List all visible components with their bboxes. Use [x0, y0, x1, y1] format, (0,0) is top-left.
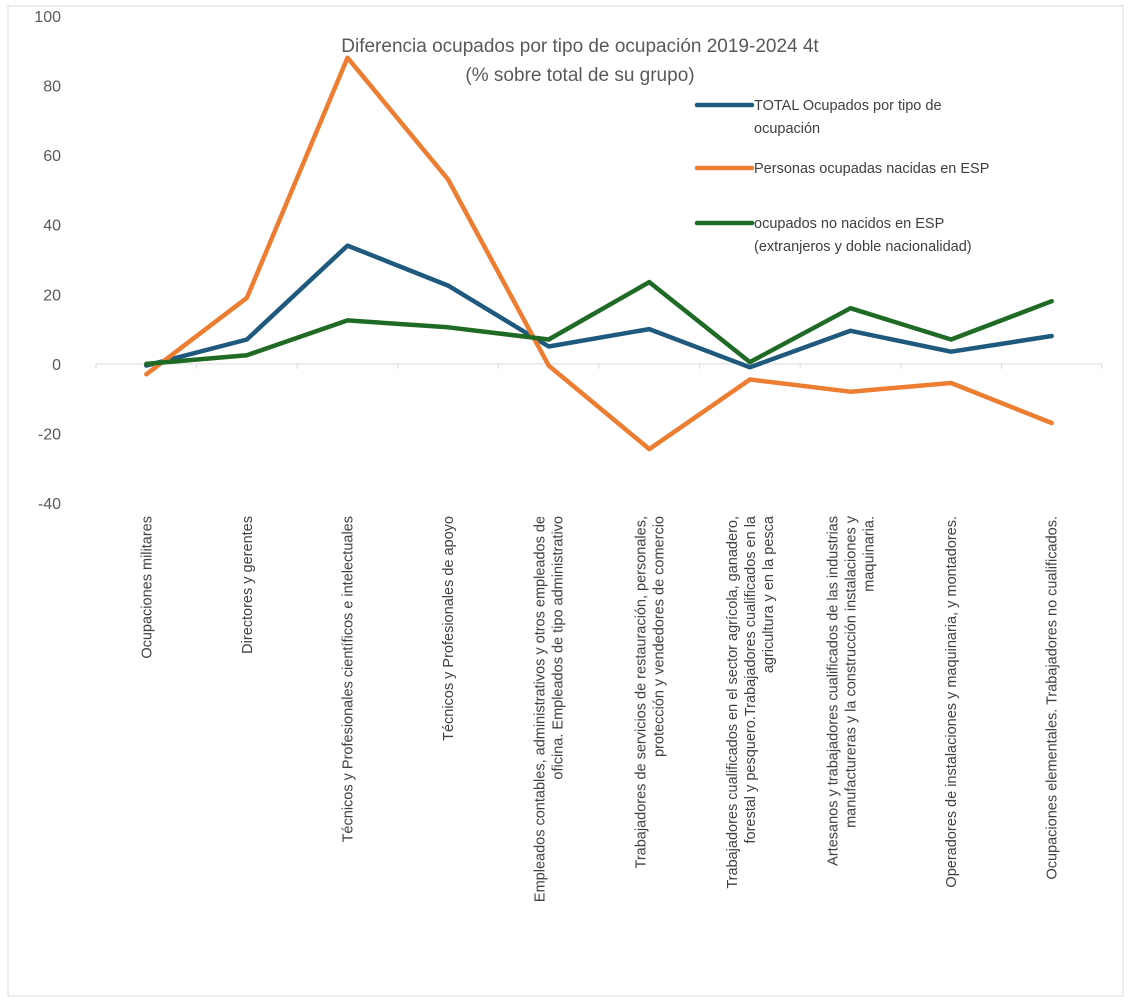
- y-tick-label: -20: [38, 426, 61, 443]
- x-category-label: manufactureras y la construcción instala…: [844, 515, 860, 828]
- legend: TOTAL Ocupados por tipo de ocupación Perso…: [694, 98, 989, 255]
- y-tick-label: 80: [43, 79, 61, 96]
- series-lines: [144, 55, 1054, 452]
- x-category-label: protección y vendedores de comercio: [651, 516, 667, 757]
- series-line-3: [144, 279, 1054, 367]
- x-category-label: oficina. Empleados de tipo administrativ…: [551, 516, 567, 780]
- x-category-label: Ocupaciones elementales. Trabajadores no…: [1045, 516, 1061, 880]
- x-category-label: Técnicos y Profesionales científicos e i…: [341, 516, 357, 842]
- legend-label: ocupación: [754, 121, 820, 137]
- x-category-label: Técnicos y Profesionales de apoyo: [441, 516, 457, 741]
- x-category-label: Directores y gerentes: [240, 516, 256, 654]
- chart-title: Diferencia ocupados por tipo de ocupació…: [341, 36, 819, 86]
- chart-title-line: Diferencia ocupados por tipo de ocupació…: [341, 36, 819, 57]
- y-axis-ticks: 100 80 60 40 20 0 -20 -40: [34, 9, 61, 513]
- series-line-2: [144, 55, 1054, 452]
- series-line-1: [144, 243, 1054, 370]
- x-axis-category-labels: Ocupaciones militares Directores y gerent…: [139, 515, 1060, 902]
- x-category-label: Empleados contables, administrativos y o…: [533, 516, 549, 902]
- y-tick-label: 0: [52, 357, 61, 374]
- y-tick-label: 100: [34, 9, 61, 26]
- legend-label: TOTAL Ocupados por tipo de: [754, 98, 942, 114]
- x-category-label: Ocupaciones militares: [139, 516, 155, 659]
- y-tick-label: -40: [38, 496, 61, 513]
- x-category-label: maquinaria.: [862, 516, 878, 592]
- y-tick-label: 60: [43, 148, 61, 165]
- x-category-label: agricultura y en la pesca: [761, 515, 777, 673]
- y-tick-label: 20: [43, 287, 61, 304]
- x-category-label: Trabajadores de servicios de restauració…: [633, 516, 649, 868]
- x-category-label: Trabajadores cualificados en el sector a…: [725, 516, 741, 889]
- chart-frame: [7, 5, 1124, 997]
- x-category-label: Operadores de instalaciones y maquinaria…: [944, 516, 960, 888]
- x-axis: [95, 363, 1103, 369]
- legend-label: (extranjeros y doble nacionalidad): [754, 239, 972, 255]
- y-tick-label: 40: [43, 218, 61, 235]
- x-category-label: Artesanos y trabajadores cualificados de…: [826, 516, 842, 866]
- legend-label: Personas ocupadas nacidas en ESP: [754, 161, 989, 177]
- chart-title-line: (% sobre total de su grupo): [465, 65, 694, 86]
- legend-label: ocupados no nacidos en ESP: [754, 216, 944, 232]
- x-category-label: forestal y pesquero.Trabajadores cualifi…: [743, 515, 759, 843]
